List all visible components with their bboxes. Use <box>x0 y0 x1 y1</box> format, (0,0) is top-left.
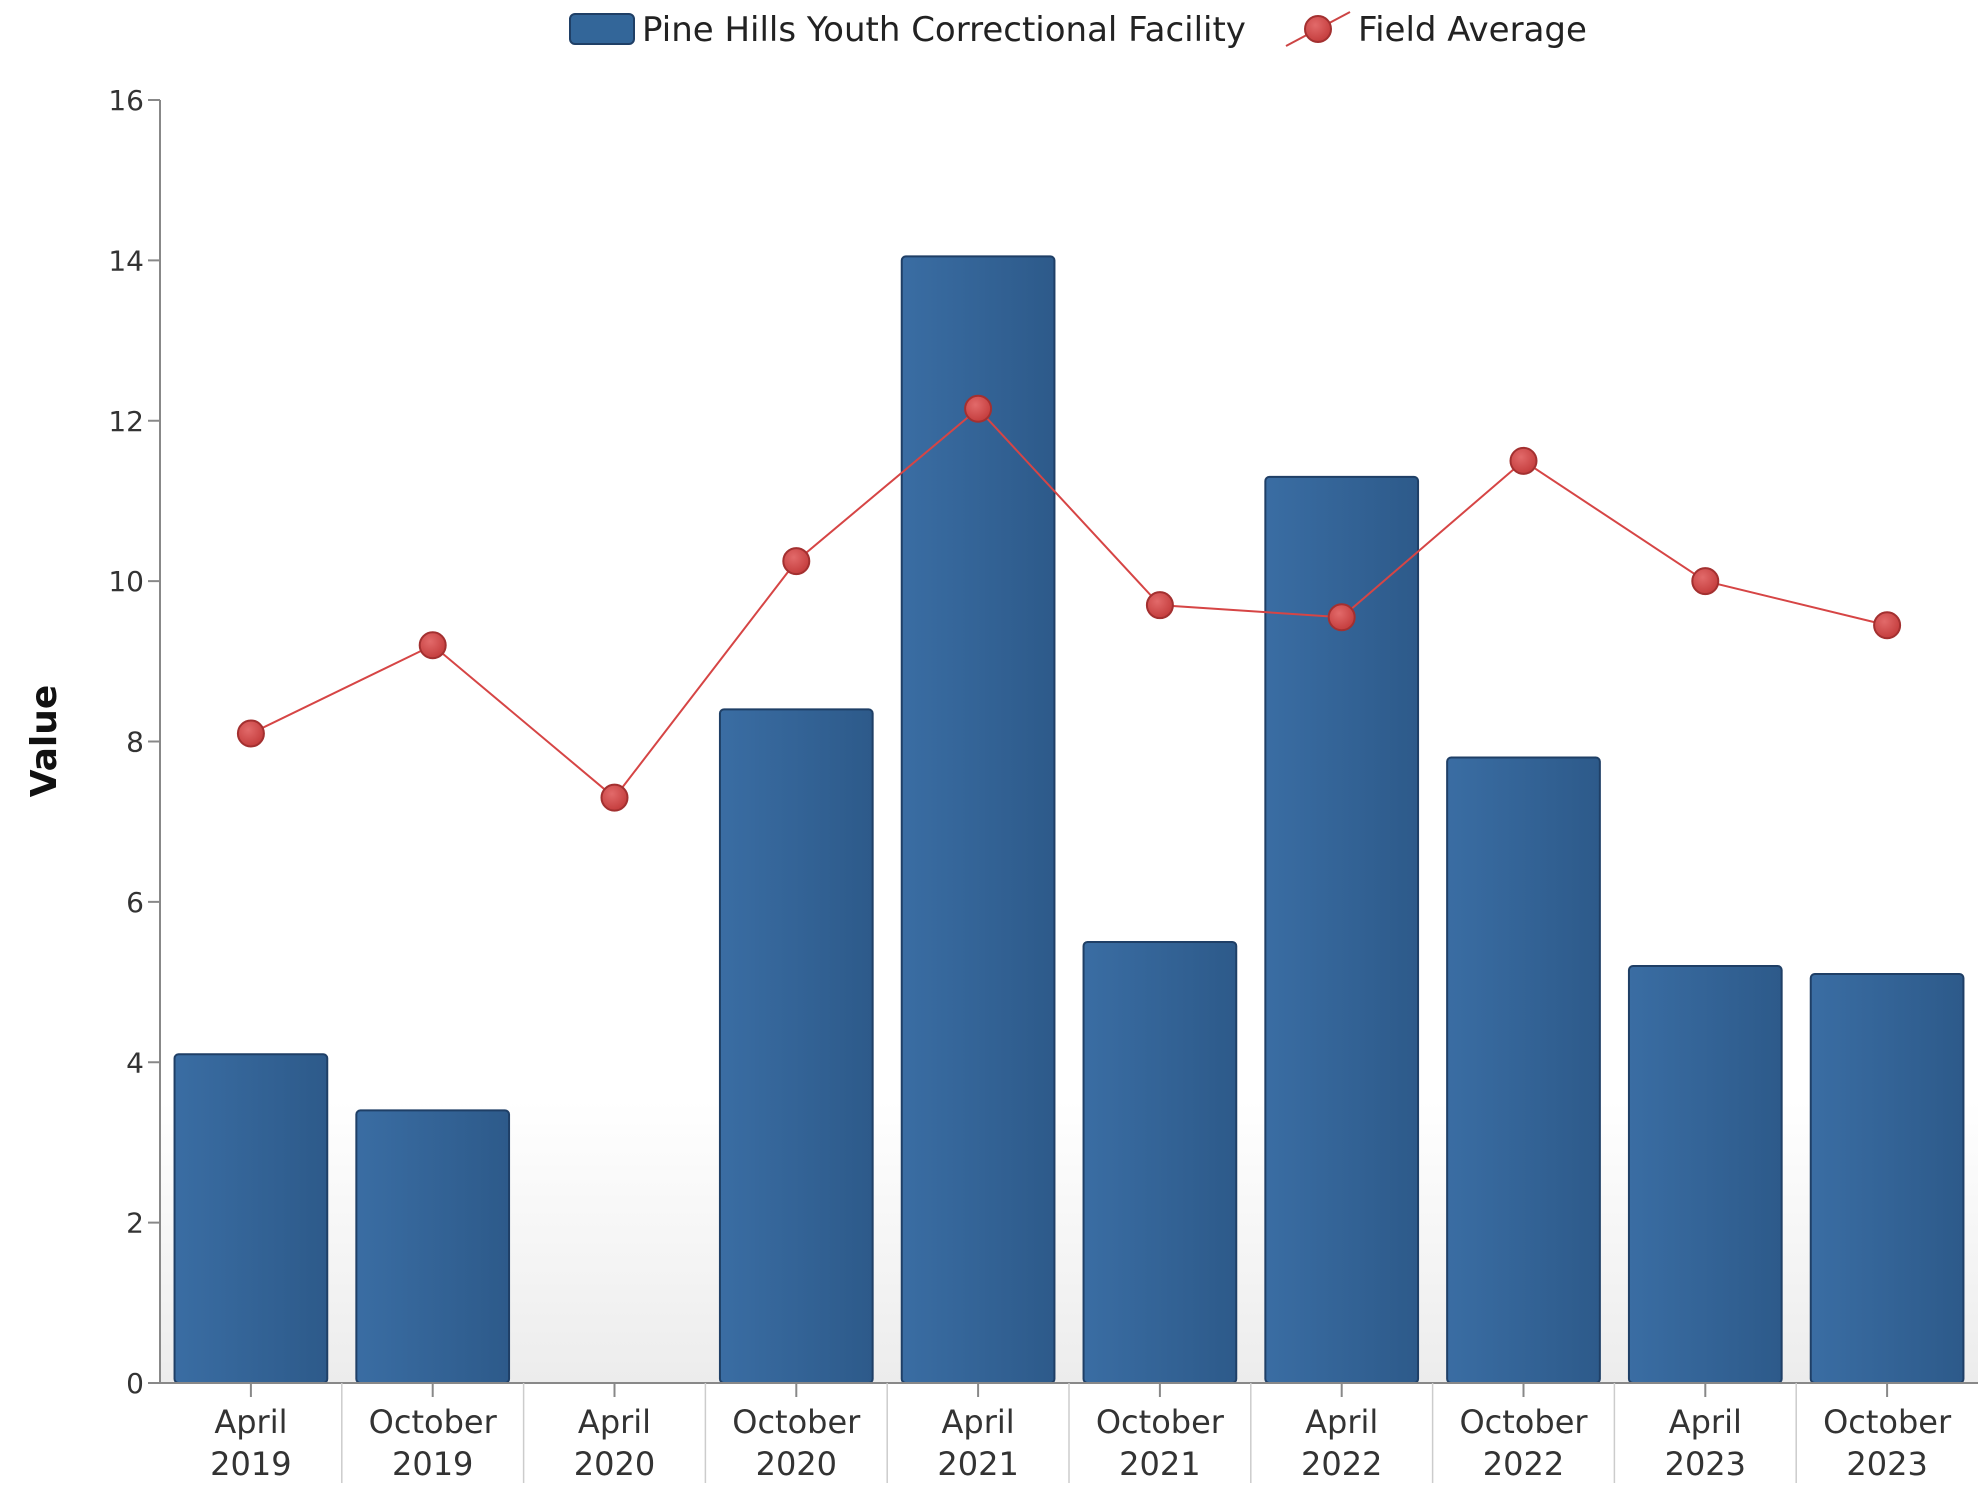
average-point <box>600 783 629 812</box>
average-point <box>236 719 265 748</box>
y-tick-label: 16 <box>108 84 144 117</box>
x-tick-label: April 2019 <box>210 1403 291 1483</box>
bar <box>1082 940 1238 1384</box>
bar <box>1627 965 1783 1385</box>
legend-swatch-bar <box>569 13 635 45</box>
y-tick-label: 6 <box>126 886 144 919</box>
x-tick-label: October 2019 <box>369 1403 498 1483</box>
average-point <box>418 631 447 660</box>
average-point <box>1691 567 1720 596</box>
x-tick-label: October 2020 <box>732 1403 861 1483</box>
x-tick-label: October 2023 <box>1823 1403 1952 1483</box>
x-tick-label: October 2022 <box>1459 1403 1588 1483</box>
y-tick-label: 10 <box>108 565 144 598</box>
x-axis: April 2019 October 2019 April 2020 October 2020… <box>160 1382 1978 1483</box>
average-point <box>964 394 993 423</box>
average-point <box>1873 611 1902 640</box>
y-tick-label: 12 <box>108 405 144 438</box>
y-tick-label: 0 <box>126 1367 144 1400</box>
legend-swatch-dot <box>1304 15 1332 43</box>
bar <box>718 708 874 1384</box>
legend-label-line: Field Average <box>1358 10 1587 50</box>
bar <box>173 1053 329 1384</box>
bar <box>1809 973 1965 1384</box>
x-tick-label: April 2023 <box>1665 1403 1746 1483</box>
average-line <box>236 394 1902 812</box>
legend: Pine Hills Youth Correctional Facility F… <box>569 10 1587 50</box>
x-tick-label: April 2021 <box>937 1403 1018 1483</box>
legend-label-bar: Pine Hills Youth Correctional Facility <box>642 10 1246 50</box>
y-tick-label: 2 <box>126 1207 144 1240</box>
y-tick-label: 14 <box>108 244 144 277</box>
y-tick-label: 8 <box>126 726 144 759</box>
average-point <box>1509 446 1538 475</box>
average-point <box>782 547 811 576</box>
x-tick-label: April 2020 <box>574 1403 655 1483</box>
average-point <box>1327 603 1356 632</box>
bar <box>355 1109 511 1385</box>
y-axis: 0 2 4 6 8 10 12 14 16 <box>108 84 161 1400</box>
bar <box>900 255 1056 1385</box>
x-tick-label: October 2021 <box>1096 1403 1225 1483</box>
y-tick-label: 4 <box>126 1046 144 1079</box>
average-line-path <box>250 407 1888 800</box>
bar <box>1446 756 1601 1384</box>
x-tick-label: April 2022 <box>1301 1403 1382 1483</box>
average-point <box>1145 591 1174 620</box>
y-axis-label: Value <box>24 685 65 798</box>
